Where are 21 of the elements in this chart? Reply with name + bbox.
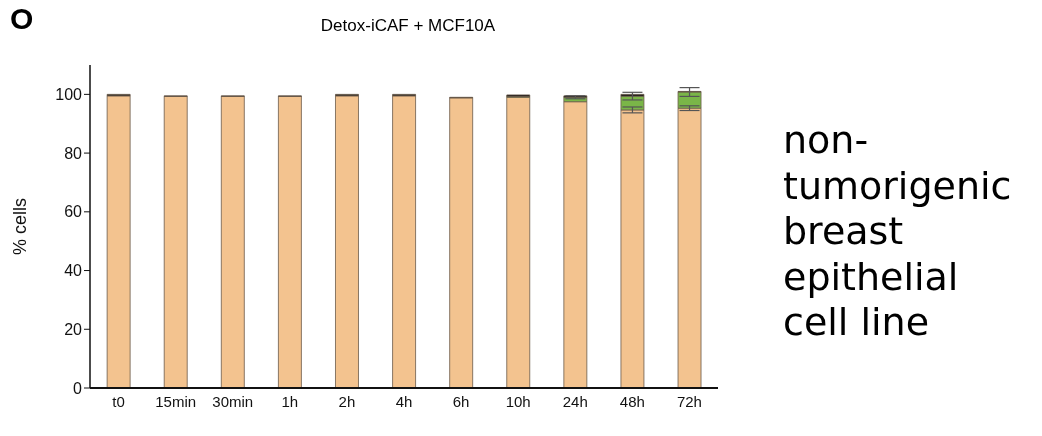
x-tick-label: 15min	[155, 392, 197, 410]
x-tick-label: t0	[112, 392, 125, 410]
x-tick-label: 2h	[338, 392, 356, 410]
text: non-tumorigenic breast epithelial cell line	[783, 118, 1012, 346]
x-tick-label: 72h	[676, 392, 702, 410]
x-tick-label: 48h	[619, 392, 645, 410]
x-tick-label: 10h	[505, 392, 531, 410]
x-tick-label: 1h	[281, 392, 299, 410]
x-tick-label: 24h	[562, 392, 588, 410]
chart-title: Detox-iCAF + MCF10A	[319, 16, 497, 36]
y-tick-label: 20	[64, 320, 83, 338]
y-tick-label: 0	[73, 379, 83, 397]
x-tick-label: 30min	[212, 392, 254, 410]
y-axis-title: % cells	[10, 197, 31, 256]
y-tick-label: 80	[64, 144, 83, 162]
y-tick-label: 40	[64, 262, 83, 280]
y-tick-label: 100	[55, 86, 83, 104]
x-tick-label: 6h	[452, 392, 470, 410]
x-tick-label: 4h	[395, 392, 413, 410]
y-tick-label: 60	[64, 203, 83, 221]
text: O	[10, 2, 34, 36]
